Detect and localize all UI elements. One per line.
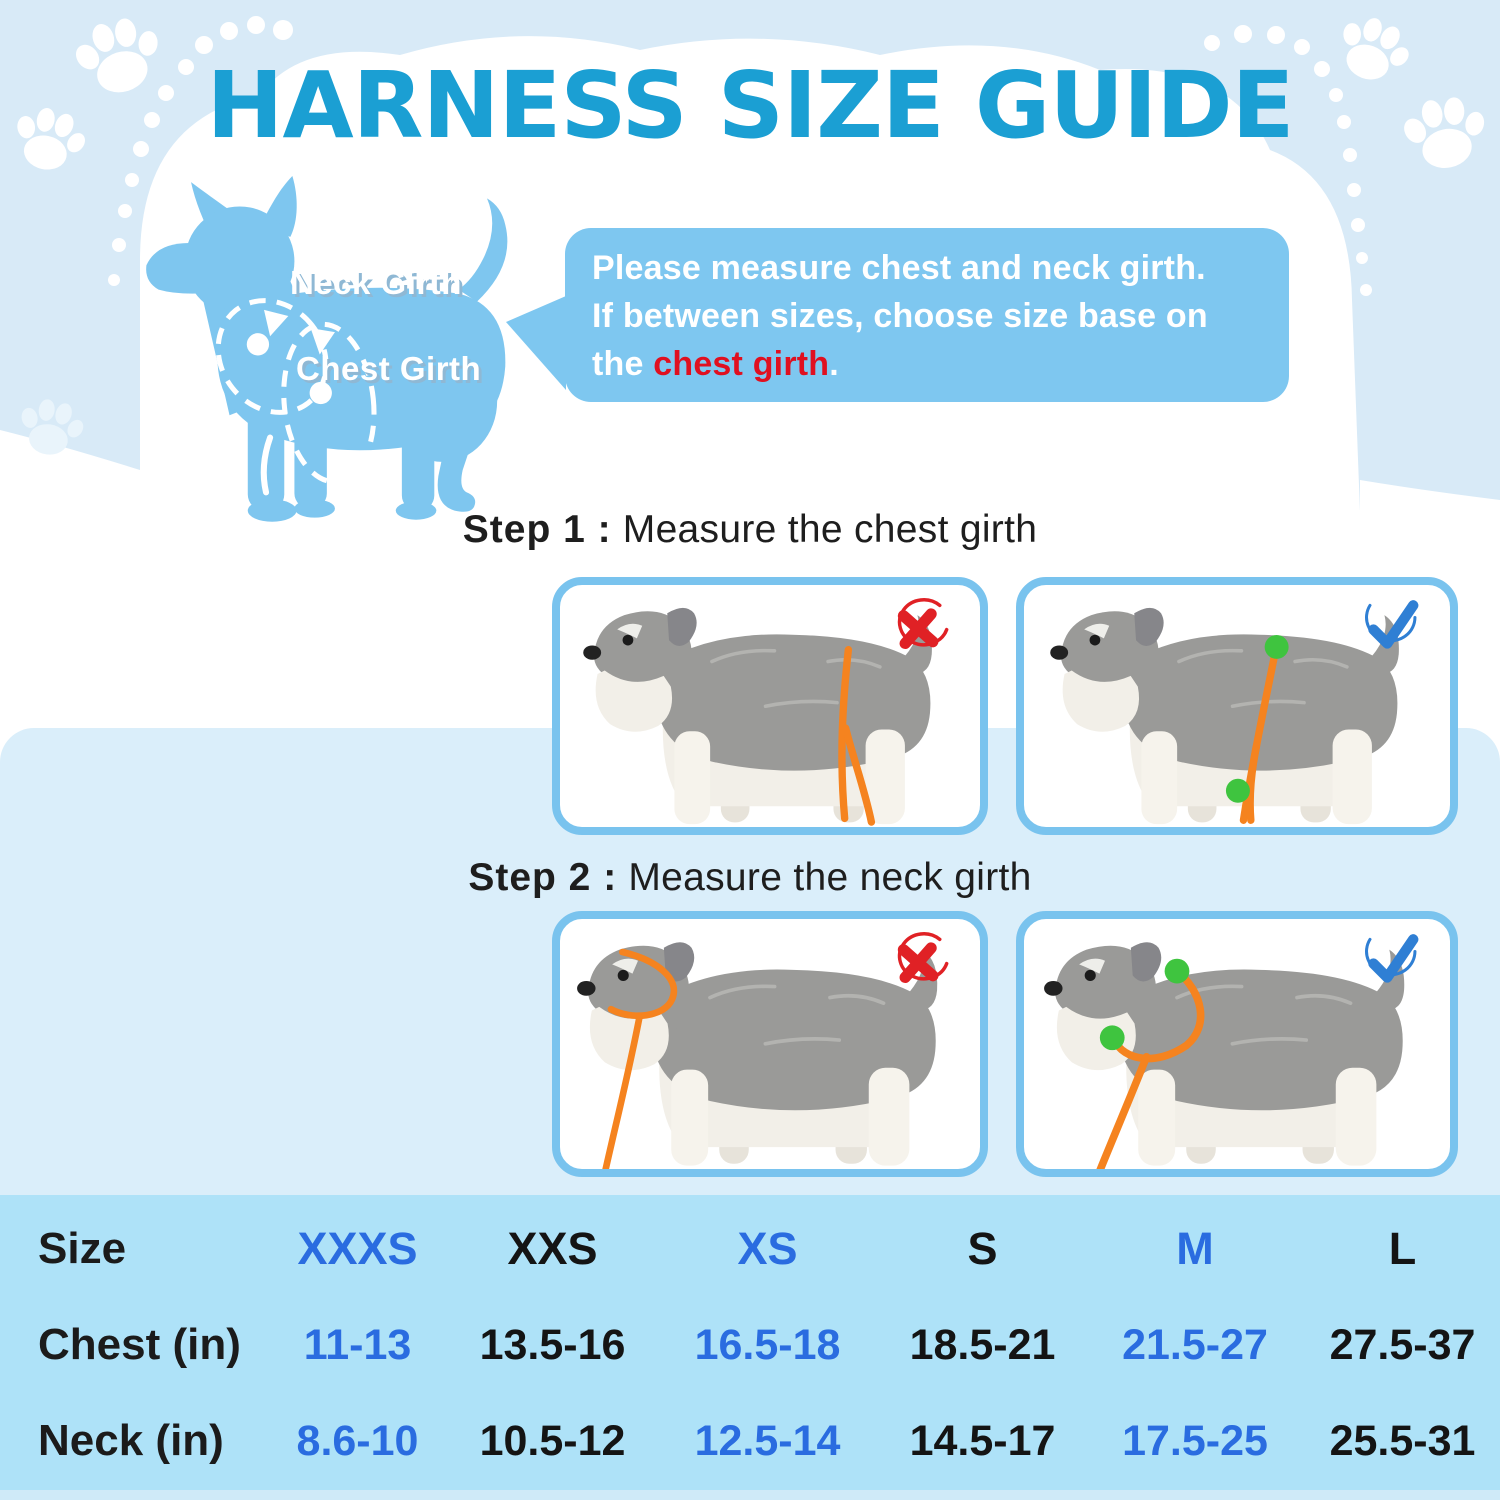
table-cell: 17.5-25 xyxy=(1122,1416,1268,1465)
dog-silhouette xyxy=(146,176,508,522)
step1-wrong-photo xyxy=(552,577,988,835)
size-col-l: L xyxy=(1388,1223,1417,1274)
dog-photo-wrong-neck xyxy=(560,933,980,1169)
table-cell: 10.5-12 xyxy=(479,1416,626,1465)
table-cell: 13.5-16 xyxy=(479,1320,626,1369)
speech-bubble-tail xyxy=(506,296,566,390)
size-table-header-row: Size XXXS XXS XS S M L xyxy=(0,1195,1500,1297)
bottom-strip xyxy=(0,1490,1500,1500)
dog-photo-correct-chest xyxy=(1024,599,1450,831)
table-cell: 8.6-10 xyxy=(296,1416,419,1465)
dog-photo-wrong-chest xyxy=(560,599,980,831)
size-header-label: Size xyxy=(38,1224,127,1273)
neck-row: Neck (in) 8.6-10 10.5-12 12.5-14 14.5-17… xyxy=(0,1393,1500,1489)
step-2-label: Step 2 : xyxy=(468,856,618,899)
measurement-diagram: Neck Girth Chest Girth xyxy=(118,172,558,542)
measure-point-dots xyxy=(1099,958,1190,1051)
step-1-label: Step 1 : xyxy=(462,508,612,551)
red-cross-icon xyxy=(882,929,956,993)
table-cell: 12.5-14 xyxy=(694,1416,841,1465)
table-cell: 27.5-37 xyxy=(1329,1320,1476,1369)
table-cell: 11-13 xyxy=(303,1320,412,1369)
size-col-xxxs: XXXS xyxy=(297,1223,418,1274)
red-cross-icon xyxy=(882,595,956,659)
table-cell: 21.5-27 xyxy=(1122,1320,1268,1369)
neck-row-label: Neck (in) xyxy=(38,1416,224,1465)
size-table: Size XXXS XXS XS S M L Chest (in) 11-13 … xyxy=(0,1195,1500,1490)
chest-row-label: Chest (in) xyxy=(38,1320,241,1369)
neck-girth-label: Neck Girth xyxy=(290,264,462,301)
table-cell: 16.5-18 xyxy=(694,1320,841,1369)
table-cell: 18.5-21 xyxy=(909,1320,1056,1369)
size-col-s: S xyxy=(967,1223,998,1274)
chest-girth-label: Chest Girth xyxy=(296,350,482,387)
measurement-note: Please measure chest and neck girth. If … xyxy=(565,228,1289,402)
step-1-text: Measure the chest girth xyxy=(622,508,1038,551)
measure-tape xyxy=(602,948,678,1169)
step-1-heading: Step 1 : Measure the chest girth xyxy=(0,508,1500,552)
chest-row: Chest (in) 11-13 13.5-16 16.5-18 18.5-21… xyxy=(0,1297,1500,1393)
measure-tape xyxy=(838,645,876,826)
step2-wrong-photo xyxy=(552,911,988,1177)
dog-photo-correct-neck xyxy=(1024,933,1450,1169)
size-col-m: M xyxy=(1176,1223,1214,1274)
chest-girth-highlight: chest girth xyxy=(653,345,830,383)
step1-correct-photo xyxy=(1016,577,1458,835)
measure-tape xyxy=(1096,965,1205,1169)
size-col-xxs: XXS xyxy=(507,1223,598,1274)
table-cell: 25.5-31 xyxy=(1329,1416,1476,1465)
step2-correct-photo xyxy=(1016,911,1458,1177)
table-cell: 14.5-17 xyxy=(909,1416,1056,1465)
step-2-heading: Step 2 : Measure the neck girth xyxy=(0,856,1500,900)
measure-tape xyxy=(1239,641,1281,824)
size-col-xs: XS xyxy=(737,1223,798,1274)
page-title: HARNESS SIZE GUIDE xyxy=(206,52,1294,159)
measurement-note-text: Please measure chest and neck girth. If … xyxy=(592,249,1208,383)
dot-trail xyxy=(108,16,1372,296)
step-2-text: Measure the neck girth xyxy=(628,856,1032,899)
blue-check-icon xyxy=(1352,929,1426,993)
measure-point-dots xyxy=(1225,634,1289,803)
blue-check-icon xyxy=(1352,595,1426,659)
girth-guides xyxy=(215,298,377,485)
